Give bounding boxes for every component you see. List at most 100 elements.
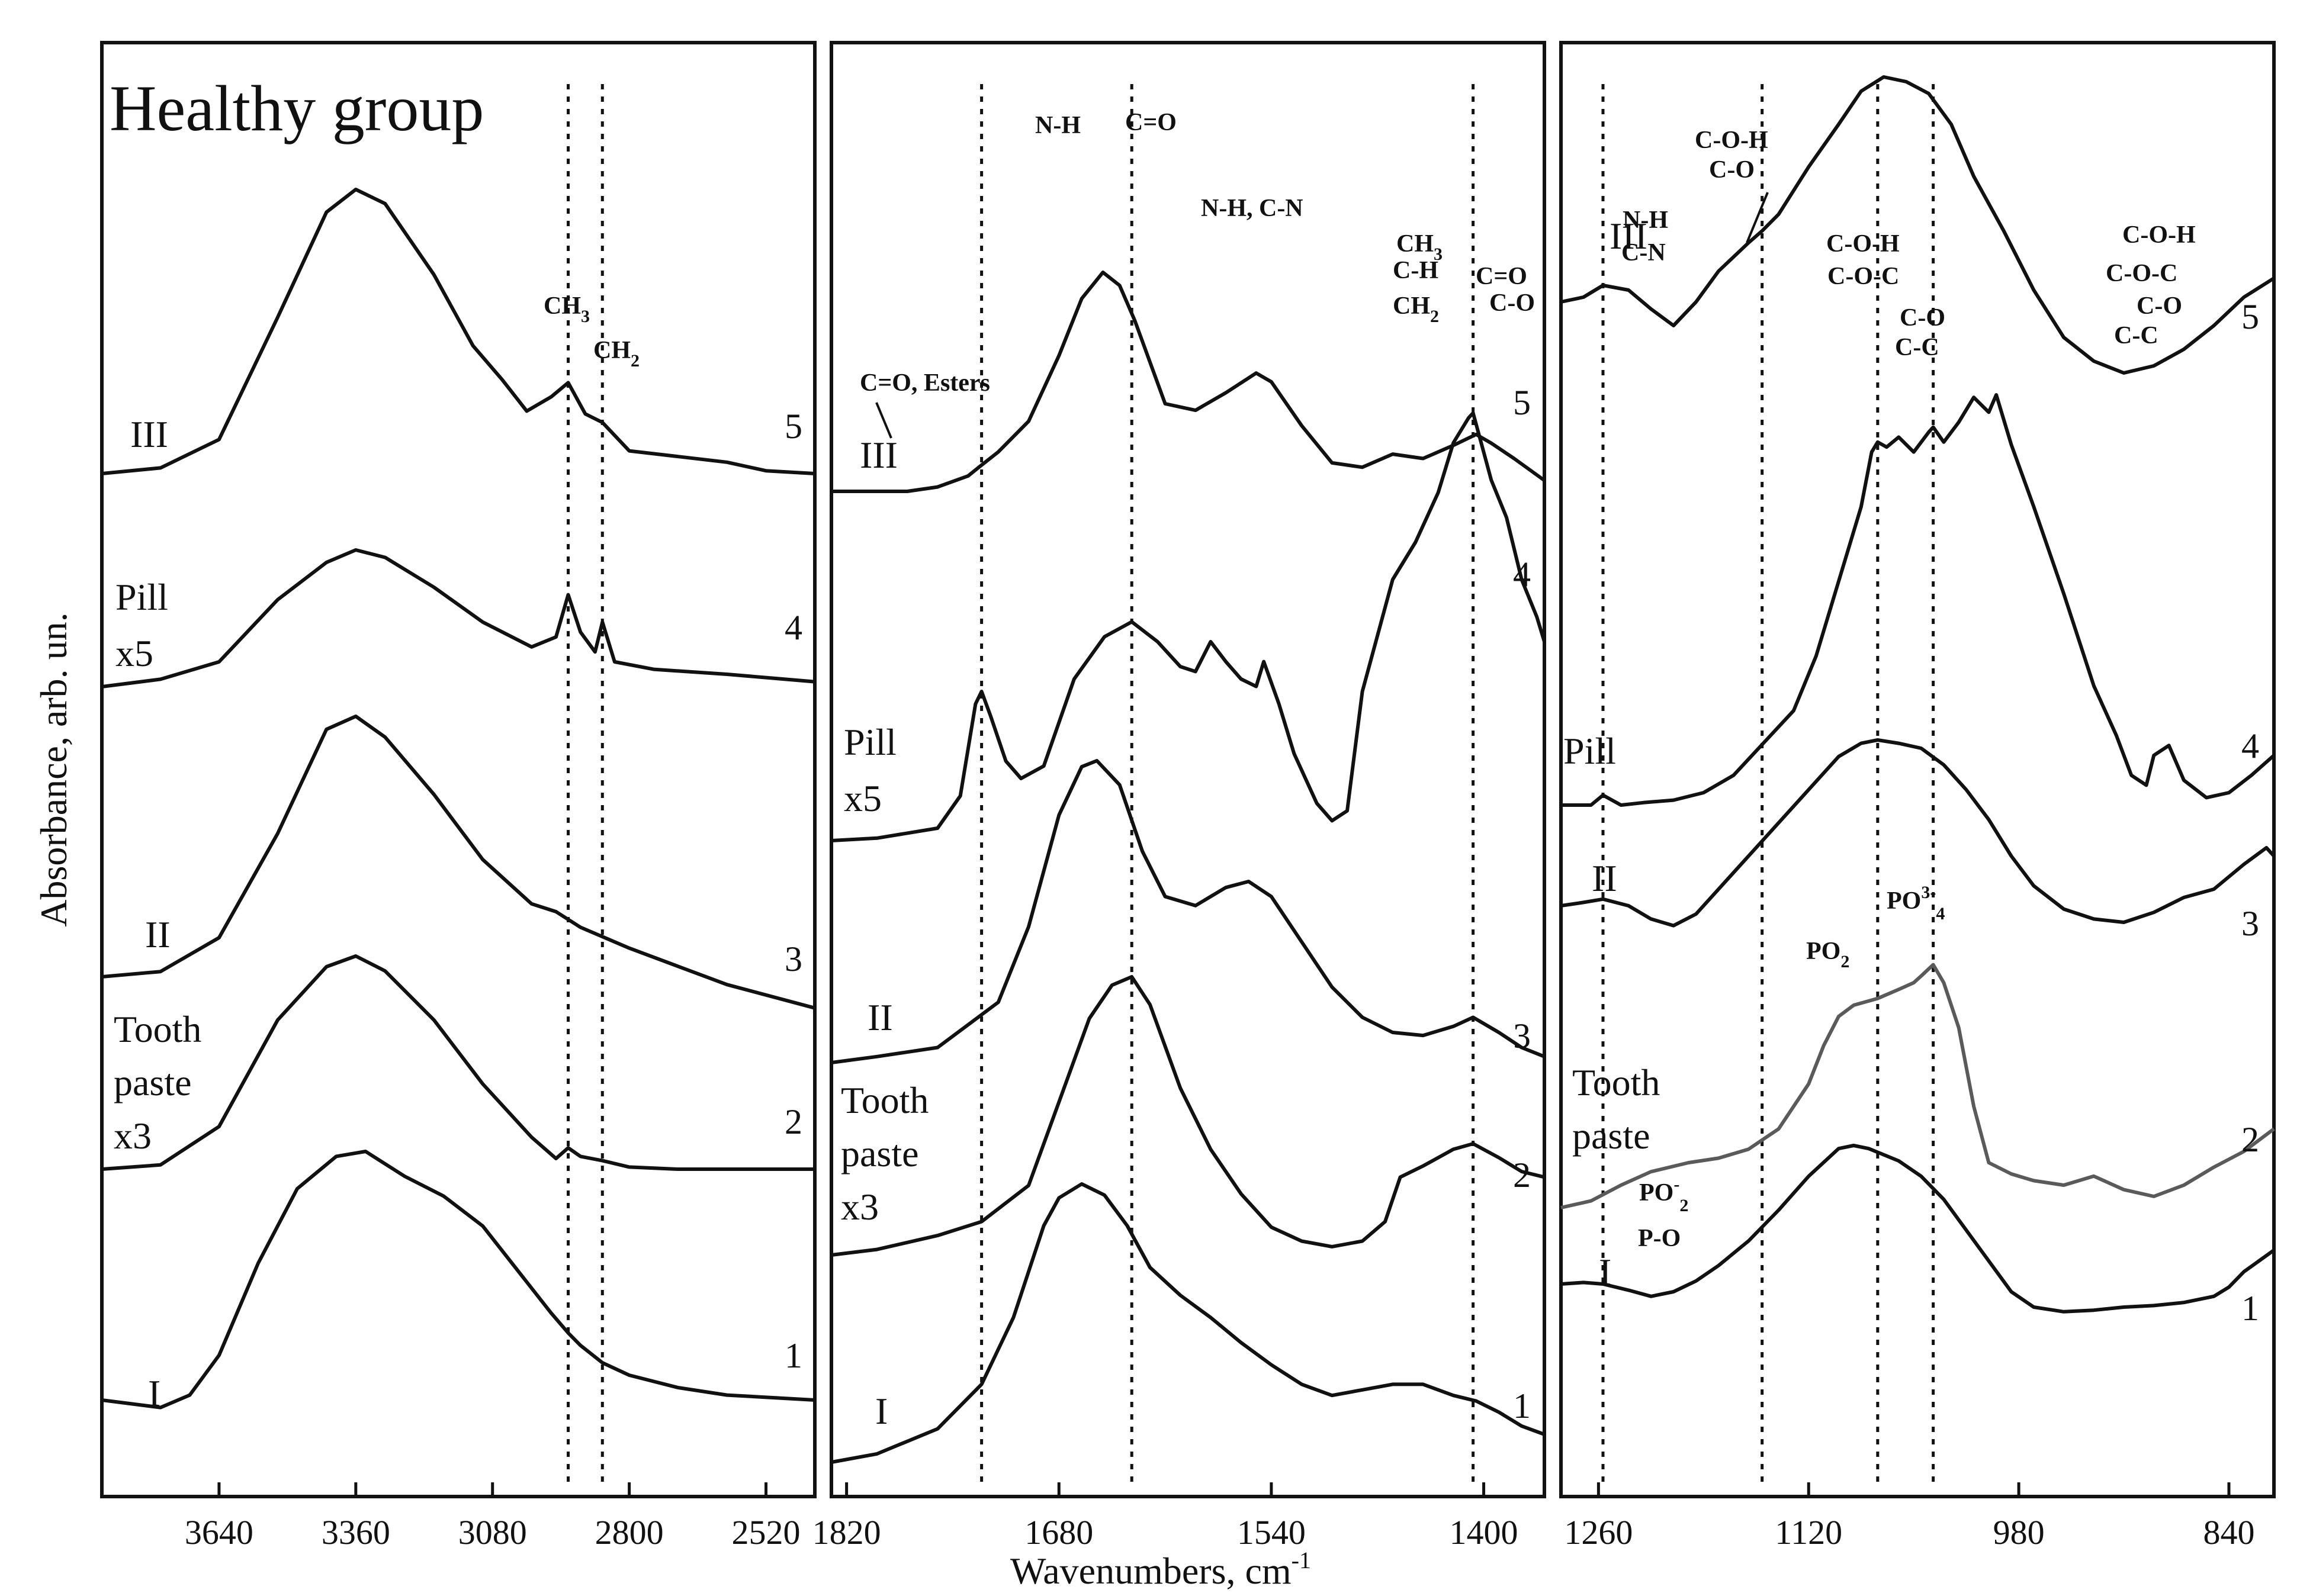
- spectrum-left-4: [101, 548, 815, 688]
- leader-line-0: [875, 402, 892, 439]
- band-annotation-right-4: C-O-H: [1826, 230, 1900, 258]
- trace-number-right-5: 5: [2241, 297, 2259, 336]
- spectrum-left-2: [101, 954, 815, 1171]
- band-annotation-right-2: C-O-H: [1695, 127, 1768, 154]
- group-label-middle-6: x3: [841, 1186, 879, 1228]
- x-tick-label-left-3080: 3080: [458, 1513, 527, 1552]
- y-axis-label: Absorbance, arb. un.: [33, 612, 75, 926]
- band-annotation-right-6: C-O: [1900, 304, 1945, 332]
- panel-left: 3640 3360 3080 2800 2520 III Pill x5 II Tooth past…: [100, 41, 817, 1552]
- spectrum-right-4: [1561, 393, 2275, 807]
- trace-number-left-1: 1: [785, 1336, 802, 1375]
- trace-number-middle-2: 2: [1513, 1156, 1531, 1195]
- panel-frame-middle: [830, 41, 1546, 1498]
- trace-number-left-3: 3: [785, 939, 802, 979]
- spectrum-middle-2: [831, 975, 1545, 1257]
- band-annotation-right-0: N-H: [1623, 207, 1668, 234]
- spectrum-right-1: [1560, 1144, 2275, 1314]
- group-label-left-4: Tooth: [114, 1008, 201, 1050]
- trace-number-right-2: 2: [2241, 1120, 2259, 1159]
- spectrum-right-3: [1560, 738, 2276, 928]
- spectrum-left-1: [101, 1150, 815, 1410]
- panel-right: 1260 1120 980 840 III Pill II Tooth paste I 5 4 3 2 1 N…: [1559, 41, 2276, 1552]
- band-annotation-middle-4: C-H: [1393, 257, 1438, 284]
- spectrum-middle-4: [831, 411, 1546, 842]
- x-tick-label-middle-1820: 1820: [812, 1513, 881, 1552]
- x-axis-label: Wavenumbers, cm-1: [1010, 1547, 1311, 1592]
- group-label-middle-0: III: [860, 434, 898, 476]
- panel-middle: 1820 1680 1540 1400 III Pill x5 II Tooth paste x3 I…: [812, 41, 1546, 1552]
- spectrum-left-5: [101, 188, 815, 475]
- group-label-right-4: paste: [1572, 1115, 1650, 1157]
- trace-number-right-4: 4: [2241, 726, 2259, 765]
- panel-frame-right: [1559, 41, 2276, 1498]
- band-annotation-right-15: P-O: [1638, 1225, 1681, 1252]
- band-annotation-middle-7: C-O: [1489, 289, 1535, 317]
- trace-number-middle-4: 4: [1513, 555, 1531, 594]
- trace-number-left-5: 5: [785, 407, 802, 446]
- group-label-middle-3: II: [868, 996, 893, 1038]
- trace-number-right-3: 3: [2241, 904, 2259, 943]
- band-annotation-right-13: PO3-4: [1887, 883, 1945, 924]
- trace-number-left-2: 2: [785, 1102, 802, 1141]
- group-label-right-0: III: [1610, 215, 1647, 257]
- band-annotation-middle-0: N-H: [1035, 112, 1081, 139]
- group-label-right-3: Tooth: [1572, 1061, 1660, 1103]
- group-label-left-6: x3: [114, 1115, 152, 1157]
- x-tick-label-left-2520: 2520: [732, 1513, 801, 1552]
- spectrum-left-3: [101, 715, 815, 1010]
- x-tick-label-right-980: 980: [1993, 1513, 2045, 1552]
- spectrum-middle-3: [831, 759, 1546, 1064]
- x-tick-label-left-3360: 3360: [322, 1513, 390, 1552]
- chart-title: Healthy group: [110, 72, 484, 144]
- group-label-right-2: II: [1592, 857, 1617, 899]
- x-tick-label-left-3640: 3640: [185, 1513, 253, 1552]
- band-annotation-right-1: C-N: [1621, 239, 1666, 266]
- group-label-left-2: x5: [115, 632, 153, 674]
- group-label-right-1: Pill: [1563, 730, 1616, 772]
- band-annotation-right-12: PO2: [1806, 938, 1849, 971]
- panel-frame-left: [100, 41, 817, 1498]
- band-annotation-middle-8: C=O, Esters: [860, 369, 990, 397]
- group-label-left-3: II: [145, 913, 171, 955]
- group-label-left-7: I: [148, 1372, 160, 1414]
- band-annotation-right-7: C-C: [1895, 334, 1939, 361]
- x-tick-label-left-2800: 2800: [595, 1513, 664, 1552]
- x-tick-label-middle-1680: 1680: [1024, 1513, 1093, 1552]
- group-label-left-0: III: [130, 413, 168, 455]
- group-label-middle-4: Tooth: [841, 1079, 929, 1121]
- band-annotation-left-0: CH3: [544, 292, 590, 326]
- group-label-right-5: I: [1599, 1251, 1611, 1293]
- band-annotation-middle-6: C=O: [1476, 263, 1527, 290]
- x-tick-label-right-1260: 1260: [1564, 1513, 1633, 1552]
- x-tick-label-middle-1540: 1540: [1237, 1513, 1306, 1552]
- trace-number-middle-3: 3: [1513, 1016, 1531, 1056]
- group-label-middle-2: x5: [844, 777, 882, 819]
- trace-number-middle-5: 5: [1513, 383, 1531, 422]
- spectrum-right-5: [1560, 75, 2275, 375]
- band-annotation-middle-3: CH3: [1396, 230, 1443, 264]
- leader-line-1: [1746, 192, 1769, 243]
- plot-layer: 3640 3360 3080 2800 2520IIIPillx5IIToothpast…: [100, 41, 2276, 1552]
- band-annotation-middle-2: N-H, C-N: [1201, 195, 1303, 222]
- spectrum-middle-5: [831, 271, 1546, 493]
- group-label-middle-5: paste: [841, 1132, 919, 1175]
- band-annotation-right-8: C-O-H: [2122, 221, 2196, 249]
- group-label-left-1: Pill: [115, 576, 168, 618]
- x-tick-label-right-840: 840: [2203, 1513, 2254, 1552]
- x-tick-label-middle-1400: 1400: [1450, 1513, 1518, 1552]
- band-annotation-right-9: C-O-C: [2106, 260, 2177, 287]
- trace-number-left-4: 4: [785, 608, 802, 647]
- spectrum-right-2: [1560, 963, 2275, 1209]
- band-annotation-right-11: C-C: [2114, 322, 2158, 349]
- band-annotation-middle-1: C=O: [1125, 109, 1177, 136]
- band-annotation-right-14: PO-2: [1639, 1175, 1688, 1215]
- band-annotation-left-1: CH2: [593, 337, 640, 371]
- group-label-middle-1: Pill: [844, 721, 897, 763]
- spectrum-middle-1: [831, 1182, 1546, 1464]
- band-annotation-middle-5: CH2: [1393, 292, 1439, 326]
- trace-number-middle-1: 1: [1513, 1386, 1531, 1426]
- band-annotation-right-10: C-O: [2137, 292, 2182, 320]
- band-annotation-right-5: C-O-C: [1827, 263, 1899, 290]
